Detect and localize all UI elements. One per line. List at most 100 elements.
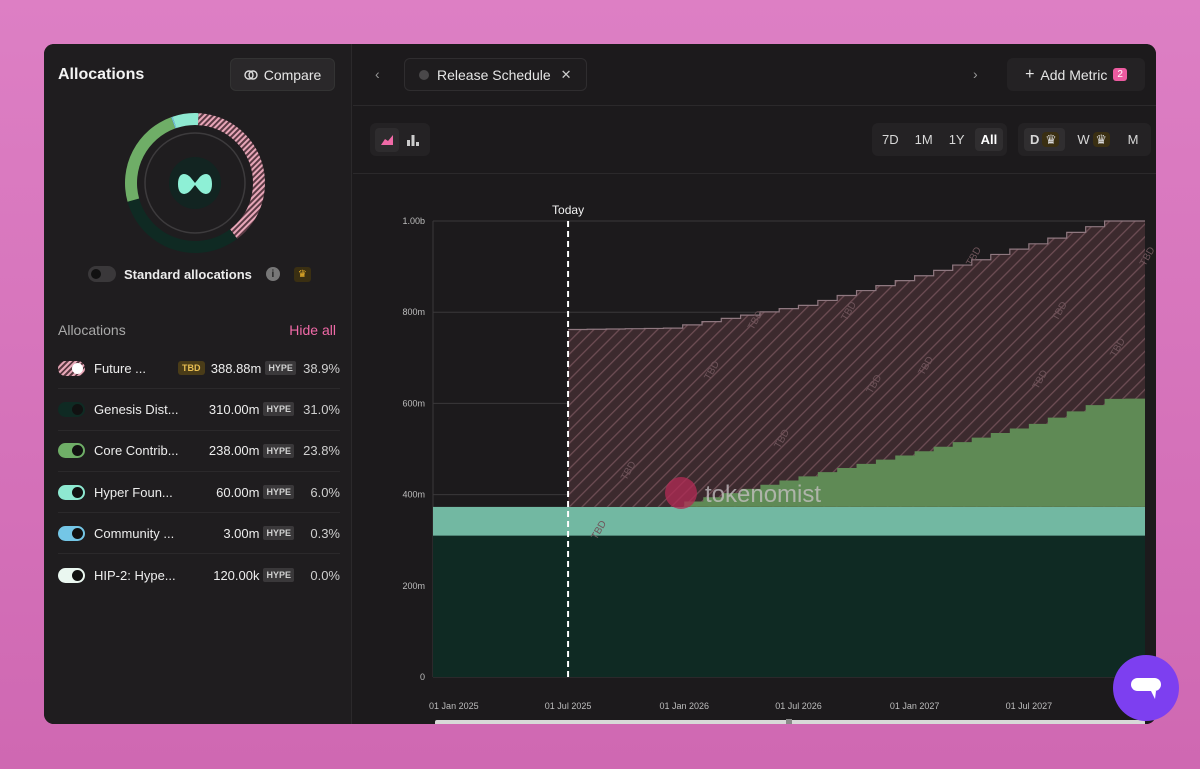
x-tick-label: 01 Jul 2026: [775, 701, 822, 711]
range-option[interactable]: 1Y: [948, 132, 965, 147]
range-option[interactable]: 7D: [882, 132, 899, 147]
chevron-right-icon[interactable]: ›: [973, 66, 978, 82]
token-unit-badge: HYPE: [265, 361, 296, 376]
chart-panel: ‹ Release Schedule ✕ › + Add Metric 2: [353, 44, 1156, 724]
allocation-row[interactable]: Hyper Foun... 60.00m HYPE 6.0%: [58, 472, 340, 514]
y-tick-label: 1.00b: [402, 216, 425, 226]
app-window: Allocations Compare Standard allocations…: [44, 44, 1156, 724]
tbd-badge: TBD: [177, 361, 205, 376]
scrollbar-handle[interactable]: [786, 719, 792, 724]
allocations-label: Allocations: [58, 322, 126, 338]
bar-chart-icon: [407, 134, 419, 146]
allocation-donut-chart: [125, 113, 265, 254]
chart-controls: 7D 1M 1Y All D ♛ W ♛ M: [353, 106, 1156, 174]
allocation-amount: 310.00m: [208, 401, 260, 417]
standard-allocations-row: Standard allocations i ♛: [88, 266, 311, 282]
allocation-percent: 0.0%: [310, 567, 340, 583]
release-schedule-chart: 0200m400m600m800m1.00bTBDTBDTBDTBDTBDTBD…: [402, 203, 1156, 724]
x-tick-label: 01 Jul 2025: [545, 701, 592, 711]
granularity-label: W: [1077, 132, 1090, 147]
x-tick-label: 01 Jan 2027: [890, 701, 940, 711]
allocations-header: Allocations Hide all: [58, 322, 336, 338]
donut-segment: [197, 113, 265, 239]
donut-segment: [171, 116, 177, 129]
y-tick-label: 800m: [402, 307, 425, 317]
panel-title: Allocations: [58, 66, 145, 83]
chat-support-button[interactable]: [1113, 655, 1179, 721]
donut-segment: [125, 117, 176, 202]
allocation-amount: 3.00m: [223, 525, 260, 541]
metric-count-badge: 2: [1113, 68, 1127, 81]
tokenomist-logo-icon: [665, 477, 697, 509]
allocation-visibility-toggle[interactable]: [58, 443, 85, 459]
granularity-option[interactable]: W ♛: [1071, 128, 1115, 151]
allocation-amount: 238.00m: [208, 443, 260, 459]
granularity-option[interactable]: D ♛: [1024, 128, 1066, 151]
hyperliquid-logo-icon: [178, 174, 212, 194]
area-chart-icon: [381, 134, 393, 145]
chevron-left-icon[interactable]: ‹: [375, 66, 380, 82]
series-core-contributors: [663, 398, 1145, 507]
series-genesis-distribution: [433, 535, 1145, 677]
allocation-visibility-toggle[interactable]: [58, 401, 85, 417]
close-icon[interactable]: ✕: [560, 66, 572, 82]
allocation-row[interactable]: Community ... 3.00m HYPE 0.3%: [58, 513, 340, 555]
metric-tabs-bar: ‹ Release Schedule ✕ › + Add Metric 2: [353, 44, 1156, 106]
granularity-option[interactable]: M: [1122, 128, 1145, 151]
allocation-visibility-toggle[interactable]: [58, 567, 85, 583]
tab-release-schedule[interactable]: Release Schedule ✕: [404, 58, 587, 91]
granularity-label: M: [1127, 132, 1139, 147]
donut-segment: [172, 113, 199, 129]
standard-allocations-toggle[interactable]: [88, 266, 116, 282]
add-metric-button[interactable]: + Add Metric 2: [1007, 58, 1145, 91]
compare-icon: [244, 69, 258, 80]
allocation-name: Future ...: [94, 360, 147, 376]
allocation-visibility-toggle[interactable]: [58, 484, 85, 500]
status-dot-icon: [419, 69, 429, 80]
watermark-text: tokenomist: [705, 481, 821, 508]
info-icon[interactable]: i: [265, 267, 280, 281]
donut-segment: [127, 198, 238, 254]
allocation-name: Genesis Dist...: [94, 401, 179, 417]
tab-label: Release Schedule: [437, 66, 551, 83]
allocation-name: Community ...: [94, 525, 175, 541]
allocation-row[interactable]: Core Contrib... 238.00m HYPE 23.8%: [58, 431, 340, 472]
allocation-percent: 38.9%: [303, 360, 340, 376]
x-tick-label: 01 Jul 2027: [1006, 701, 1053, 711]
token-unit-badge: HYPE: [263, 568, 294, 583]
allocation-row[interactable]: Genesis Dist... 310.00m HYPE 31.0%: [58, 389, 340, 431]
plus-icon: +: [1025, 65, 1035, 83]
y-tick-label: 200m: [402, 581, 425, 591]
crown-icon: ♛: [1042, 132, 1060, 147]
bar-chart-toggle[interactable]: [401, 128, 425, 152]
y-tick-label: 400m: [402, 490, 425, 500]
allocation-amount: 388.88m: [210, 360, 262, 376]
hide-all-link[interactable]: Hide all: [289, 322, 336, 338]
allocations-panel: Allocations Compare Standard allocations…: [44, 44, 352, 724]
token-unit-badge: HYPE: [263, 402, 294, 417]
range-option[interactable]: All: [974, 128, 1004, 151]
allocation-visibility-toggle[interactable]: [58, 525, 85, 541]
allocation-row[interactable]: Future ... TBD 388.88m HYPE 38.9%: [58, 348, 340, 390]
x-tick-label: 01 Jan 2026: [659, 701, 709, 711]
chart-type-switch: [370, 123, 430, 156]
allocation-name: HIP-2: Hype...: [94, 567, 176, 583]
future-emissions-line: [568, 220, 1145, 331]
allocation-amount: 120.00k: [213, 567, 260, 583]
compare-button[interactable]: Compare: [230, 58, 335, 91]
granularity-label: D: [1030, 132, 1040, 147]
allocation-percent: 6.0%: [310, 484, 340, 500]
token-unit-badge: HYPE: [263, 526, 294, 541]
area-chart-toggle[interactable]: [375, 127, 399, 152]
today-label: Today: [552, 203, 584, 217]
allocation-list: Future ... TBD 388.88m HYPE 38.9% Genesis Dis…: [58, 348, 340, 596]
time-range-selector: 7D 1M 1Y All: [872, 123, 1008, 156]
y-tick-label: 0: [420, 672, 425, 682]
allocation-row[interactable]: HIP-2: Hype... 120.00k HYPE 0.0%: [58, 554, 340, 595]
granularity-selector: D ♛ W ♛ M: [1018, 123, 1151, 156]
chat-icon: [1131, 678, 1161, 699]
range-option[interactable]: 1M: [914, 132, 933, 147]
token-unit-badge: HYPE: [263, 485, 294, 500]
allocation-visibility-toggle[interactable]: [58, 360, 85, 376]
tokenomist-watermark: tokenomist: [665, 477, 821, 509]
